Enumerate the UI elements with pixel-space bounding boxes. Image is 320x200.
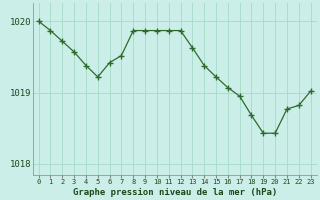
X-axis label: Graphe pression niveau de la mer (hPa): Graphe pression niveau de la mer (hPa) [73,188,277,197]
